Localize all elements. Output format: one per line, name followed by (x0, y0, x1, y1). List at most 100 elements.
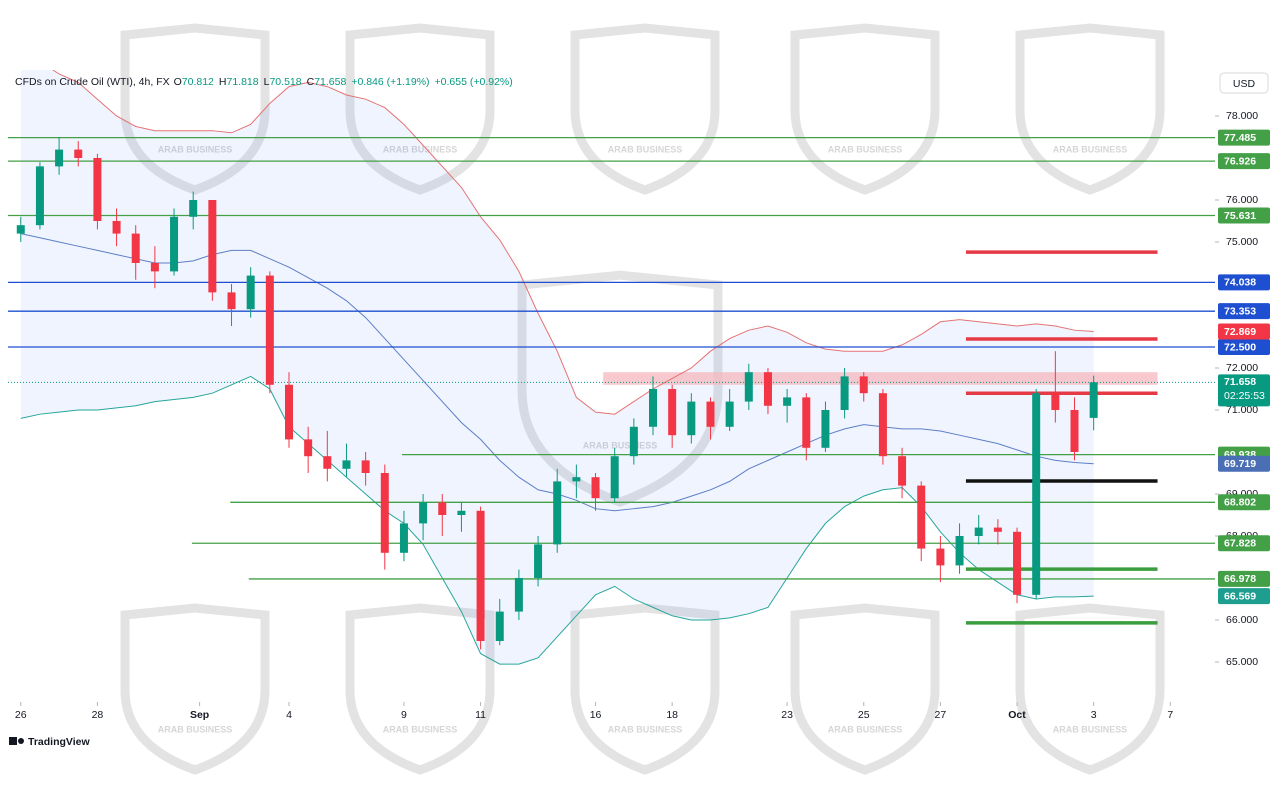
currency-button[interactable] (1219, 72, 1269, 94)
y-tick-label: 72.000 (1226, 362, 1258, 374)
price-tag (1218, 338, 1270, 355)
band-line (20, 375, 1094, 665)
candle-body (284, 384, 293, 440)
price-tag-label: 72.500 (1224, 341, 1256, 353)
candle-body (898, 456, 907, 486)
price-tag-label: 68.802 (1224, 497, 1256, 509)
x-tick-label: 27 (935, 709, 947, 721)
candle-body (955, 535, 964, 566)
price-tag (1218, 303, 1270, 320)
candle-body (304, 439, 313, 457)
price-tag-label: 71.658 (1224, 376, 1256, 388)
price-tag (1218, 207, 1270, 224)
ohlc-value: 70.518 (269, 76, 301, 88)
price-axis: 78.00076.00075.00072.00071.00069.00068.0… (1215, 110, 1270, 668)
candle-body (706, 401, 715, 427)
candle-body (974, 527, 983, 536)
candle-body (438, 502, 447, 515)
watermark-shield (790, 23, 940, 195)
candle-body (687, 401, 696, 436)
candle-body (323, 456, 332, 469)
candle-body (93, 157, 102, 221)
price-tag (1218, 455, 1270, 472)
y-tick-label: 71.000 (1226, 404, 1258, 416)
ohlc-label: O (174, 76, 182, 88)
watermark-shield (1015, 603, 1165, 775)
candle-body (112, 220, 121, 234)
candle-body (744, 372, 753, 402)
candle-body (265, 275, 274, 385)
candle-body (1051, 393, 1060, 410)
watermark-text: ARAB BUSINESS (383, 144, 458, 154)
candle-body (610, 456, 619, 499)
band-line (52, 70, 1094, 415)
y-tick-label: 75.000 (1226, 236, 1258, 248)
watermark-text: ARAB BUSINESS (828, 724, 903, 734)
candle-body (342, 460, 351, 469)
candle-body (993, 527, 1002, 532)
watermark-text: ARAB BUSINESS (608, 144, 683, 154)
price-tag (1218, 535, 1270, 552)
y-tick-label: 76.000 (1226, 194, 1258, 206)
price-tag (1218, 129, 1270, 146)
candle-body (840, 376, 849, 410)
price-tag (1218, 323, 1270, 340)
candle-body (534, 544, 543, 578)
x-tick-label: 11 (475, 709, 486, 721)
brand-logo (9, 737, 17, 745)
candle-body (419, 502, 428, 524)
candle-body (629, 426, 638, 457)
ohlc-label: C (307, 76, 315, 88)
price-tag-label: 69.719 (1224, 458, 1256, 470)
x-tick-label: 25 (858, 709, 870, 721)
countdown: 02:25:53 (1224, 390, 1265, 402)
x-tick-label: 28 (92, 709, 104, 721)
x-tick-label: 16 (590, 709, 602, 721)
candle-body (227, 292, 236, 310)
x-tick-label: 3 (1091, 709, 1097, 721)
candle-body (763, 372, 772, 406)
price-tag (1218, 570, 1270, 587)
candle-body (246, 275, 255, 310)
x-tick-label: 18 (666, 709, 678, 721)
candle-body (668, 388, 677, 436)
x-tick-label: 9 (401, 709, 407, 721)
y-tick-label: 65.000 (1226, 656, 1258, 668)
candle-body (936, 548, 945, 566)
candle-body (150, 262, 159, 272)
candle-body (35, 166, 44, 226)
watermark-text: ARAB BUSINESS (828, 144, 903, 154)
watermark-shield (120, 603, 270, 775)
watermark-text: ARAB BUSINESS (1053, 724, 1128, 734)
y-tick-label: 78.000 (1226, 110, 1258, 122)
x-tick-label: 4 (286, 709, 292, 721)
candle-body (55, 149, 64, 167)
candle-body (170, 216, 179, 272)
x-tick-label: 26 (15, 709, 27, 721)
watermark-text: ARAB BUSINESS (1053, 144, 1128, 154)
legend-header: CFDs on Crude Oil (WTI), 4h, FX O70.812 H7… (15, 76, 513, 88)
symbol-title: CFDs on Crude Oil (WTI), 4h, FX (15, 76, 170, 88)
candle-body (1013, 531, 1022, 595)
price-tag-label: 67.828 (1224, 537, 1256, 549)
candle-body (591, 477, 600, 499)
price-tag-label: 66.978 (1224, 573, 1256, 585)
resistance-zone (603, 372, 1158, 385)
price-tag-label: 73.353 (1224, 305, 1256, 317)
candle-body (457, 510, 466, 515)
ohlc-value: 70.812 (182, 76, 214, 88)
watermark-text: ARAB BUSINESS (583, 440, 658, 450)
x-tick-label: 23 (781, 709, 793, 721)
candle-body (380, 472, 389, 553)
price-tag (1218, 588, 1270, 605)
candle-body (917, 485, 926, 549)
candle-body (553, 481, 562, 545)
x-tick-label: Oct (1008, 709, 1026, 721)
candle-body (821, 409, 830, 448)
candle-body (514, 577, 523, 612)
watermark-shield (345, 603, 495, 775)
candle-body (74, 149, 83, 158)
candle-body (649, 388, 658, 427)
